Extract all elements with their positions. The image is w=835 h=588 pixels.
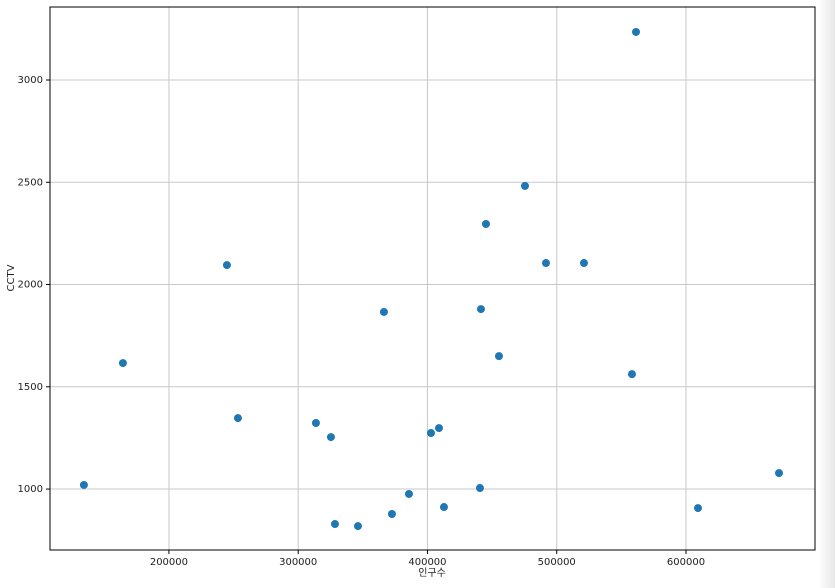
point — [404, 489, 413, 498]
point — [494, 352, 503, 361]
plot-frame — [49, 6, 816, 551]
y-tick-label: 2000 — [18, 280, 43, 291]
y-axis-label: CCTV — [6, 264, 17, 291]
point — [379, 307, 388, 316]
point — [439, 503, 448, 512]
point — [631, 27, 640, 36]
y-tick-label: 3000 — [18, 75, 43, 86]
point — [475, 484, 484, 493]
point — [520, 181, 529, 190]
point — [434, 424, 443, 433]
point — [118, 359, 127, 368]
point — [326, 433, 335, 442]
x-tick-label: 300000 — [279, 557, 317, 568]
point — [627, 370, 636, 379]
x-tick-label: 400000 — [408, 557, 446, 568]
x-axis-label: 인구수 — [418, 567, 446, 579]
window-shadow — [818, 0, 835, 588]
point — [774, 469, 783, 478]
y-tick-label: 1000 — [18, 484, 43, 495]
point — [693, 504, 702, 513]
point — [233, 414, 242, 423]
x-tick-label: 200000 — [150, 557, 188, 568]
y-tick-label: 2500 — [18, 177, 43, 188]
point — [79, 480, 88, 489]
point — [481, 219, 490, 228]
y-tick-label: 1500 — [18, 382, 43, 393]
x-tick-label: 600000 — [667, 557, 705, 568]
point — [476, 305, 485, 314]
point — [311, 418, 320, 427]
point — [330, 520, 339, 529]
point — [222, 261, 231, 270]
x-tick-label: 500000 — [538, 557, 576, 568]
point — [579, 259, 588, 268]
point — [426, 429, 435, 438]
point — [541, 259, 550, 268]
point — [387, 510, 396, 519]
point — [353, 522, 362, 531]
